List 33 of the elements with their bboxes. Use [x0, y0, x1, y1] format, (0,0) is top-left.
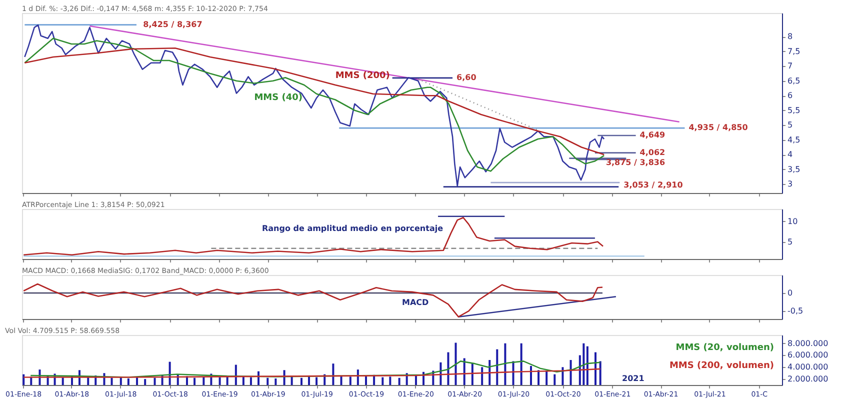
y-tick-label: 6,5 [788, 76, 800, 86]
annotation: MACD [402, 298, 430, 307]
annotation: 4,935 / 4,850 [688, 123, 748, 132]
y-tick-label: 0 [788, 288, 793, 298]
y-tick-label: 4,5 [788, 135, 800, 144]
annotation: 4,062 [640, 148, 666, 157]
y-tick-label: 6.000.000 [788, 350, 828, 360]
text: MMS (200, volumen) [669, 361, 774, 371]
y-tick-label: 5 [788, 120, 793, 130]
y-tick-label: 3 [788, 180, 793, 189]
annotation: Rango de amplitud medio en porcentaje [262, 224, 444, 233]
text: MMS (20, volumen) [676, 343, 774, 353]
series-label: MMS (40) [254, 93, 302, 104]
y-tick-label: 3,5 [788, 164, 800, 174]
y-tick-label: 5 [788, 237, 793, 246]
y-tick-label: 8.000.000 [788, 338, 828, 348]
annotation: 3,875 / 3,836 [606, 158, 666, 167]
y-tick-label: 4 [788, 150, 793, 160]
y-tick-label: 4.000.000 [788, 362, 828, 372]
annotation: 8,425 / 8,367 [143, 20, 202, 29]
annotation: 6,60 [456, 72, 477, 82]
annotation: 3,053 / 2,910 [624, 180, 684, 190]
y-tick-label: 5,5 [788, 106, 800, 115]
y-tick-label: -0,5 [788, 306, 804, 316]
annotation: 2021 [622, 374, 645, 383]
y-tick-label: 7,5 [788, 46, 800, 56]
annotation: 4,649 [640, 130, 666, 140]
y-tick-label: 2.000.000 [788, 374, 828, 384]
series-label: MMS (200) [335, 71, 390, 81]
y-tick-label: 10 [788, 216, 798, 226]
y-tick-label: 7 [788, 62, 793, 71]
y-tick-label: 8 [788, 32, 793, 42]
y-tick-label: 6 [788, 91, 793, 100]
